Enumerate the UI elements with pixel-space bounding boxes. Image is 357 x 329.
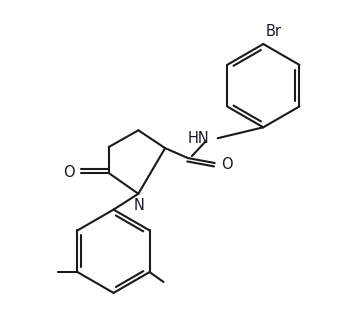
Text: N: N (134, 198, 145, 213)
Text: O: O (63, 165, 75, 180)
Text: HN: HN (188, 131, 210, 146)
Text: O: O (221, 158, 232, 172)
Text: Br: Br (265, 24, 281, 39)
